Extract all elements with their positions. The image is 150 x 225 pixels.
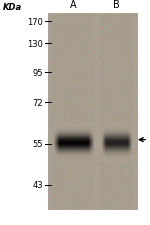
Text: A: A: [70, 0, 77, 10]
Text: B: B: [113, 0, 120, 10]
Text: 43: 43: [32, 180, 43, 189]
Text: 130: 130: [27, 40, 43, 48]
Text: 95: 95: [33, 69, 43, 77]
Text: KDa: KDa: [3, 3, 22, 12]
Text: 55: 55: [33, 140, 43, 148]
Text: 72: 72: [32, 99, 43, 108]
Text: 170: 170: [27, 18, 43, 27]
